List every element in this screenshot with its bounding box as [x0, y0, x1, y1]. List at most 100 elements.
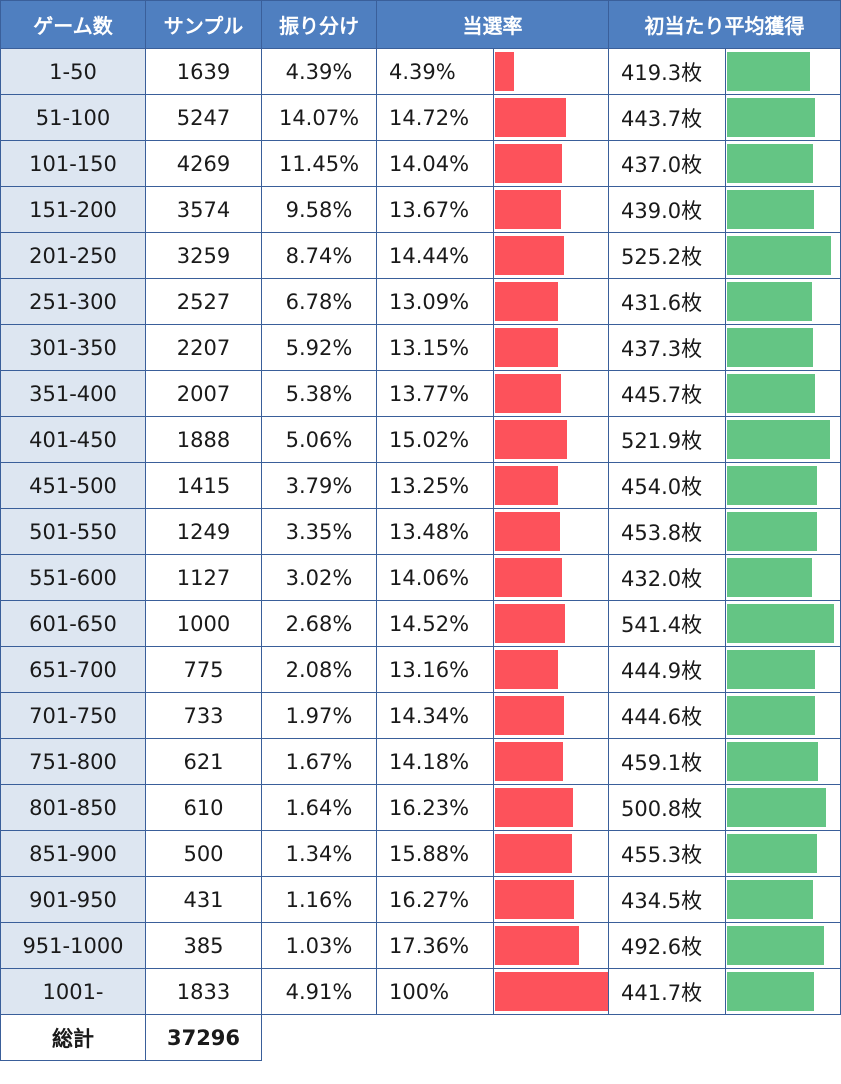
avg-cell: 521.9枚 [608, 416, 726, 463]
range-cell: 451-500 [0, 462, 146, 509]
share-cell: 1.97% [261, 692, 377, 739]
avg-bar [727, 926, 824, 965]
samples-cell: 3259 [145, 232, 262, 279]
rate-cell: 14.34% [376, 692, 494, 739]
avg-bar [727, 328, 813, 367]
share-cell: 11.45% [261, 140, 377, 187]
samples-cell: 431 [145, 876, 262, 923]
rate-bar-cell [493, 738, 609, 785]
avg-cell: 441.7枚 [608, 968, 726, 1015]
avg-bar-cell [725, 324, 841, 371]
avg-bar-cell [725, 186, 841, 233]
rate-bar [495, 650, 558, 689]
header-rate: 当選率 [376, 0, 609, 49]
share-cell: 3.35% [261, 508, 377, 555]
range-cell: 151-200 [0, 186, 146, 233]
avg-bar [727, 420, 830, 459]
rate-bar [495, 190, 561, 229]
samples-cell: 733 [145, 692, 262, 739]
table-row: 1-50 1639 4.39% 4.39% 419.3枚 [0, 48, 841, 95]
table-row: 651-700 775 2.08% 13.16% 444.9枚 [0, 646, 841, 693]
rate-bar-cell [493, 324, 609, 371]
avg-bar-cell [725, 646, 841, 693]
rate-cell: 13.25% [376, 462, 494, 509]
rate-bar-cell [493, 508, 609, 555]
avg-cell: 437.0枚 [608, 140, 726, 187]
avg-cell: 500.8枚 [608, 784, 726, 831]
table-row: 1001- 1833 4.91% 100% 441.7枚 [0, 968, 841, 1015]
share-cell: 1.67% [261, 738, 377, 785]
share-cell: 1.34% [261, 830, 377, 877]
rate-bar-cell [493, 692, 609, 739]
share-cell: 9.58% [261, 186, 377, 233]
rate-bar-cell [493, 646, 609, 693]
range-cell: 651-700 [0, 646, 146, 693]
samples-cell: 2007 [145, 370, 262, 417]
table-row: 201-250 3259 8.74% 14.44% 525.2枚 [0, 232, 841, 279]
avg-bar-cell [725, 830, 841, 877]
samples-cell: 1639 [145, 48, 262, 95]
rate-bar-cell [493, 48, 609, 95]
samples-cell: 2207 [145, 324, 262, 371]
table-row: 951-1000 385 1.03% 17.36% 492.6枚 [0, 922, 841, 969]
share-cell: 1.03% [261, 922, 377, 969]
total-value: 37296 [145, 1014, 262, 1061]
avg-cell: 455.3枚 [608, 830, 726, 877]
avg-cell: 541.4枚 [608, 600, 726, 647]
avg-cell: 443.7枚 [608, 94, 726, 141]
table-row: 51-100 5247 14.07% 14.72% 443.7枚 [0, 94, 841, 141]
avg-bar [727, 466, 817, 505]
avg-bar-cell [725, 278, 841, 325]
rate-bar-cell [493, 830, 609, 877]
table-row: 501-550 1249 3.35% 13.48% 453.8枚 [0, 508, 841, 555]
table-row: 351-400 2007 5.38% 13.77% 445.7枚 [0, 370, 841, 417]
rate-bar [495, 604, 565, 643]
avg-cell: 419.3枚 [608, 48, 726, 95]
avg-cell: 437.3枚 [608, 324, 726, 371]
share-cell: 5.06% [261, 416, 377, 463]
header-samples: サンプル [145, 0, 262, 49]
avg-cell: 454.0枚 [608, 462, 726, 509]
range-cell: 201-250 [0, 232, 146, 279]
rate-cell: 15.02% [376, 416, 494, 463]
table-row: 901-950 431 1.16% 16.27% 434.5枚 [0, 876, 841, 923]
rate-bar [495, 52, 514, 91]
rate-bar-cell [493, 462, 609, 509]
range-cell: 551-600 [0, 554, 146, 601]
range-cell: 401-450 [0, 416, 146, 463]
avg-bar [727, 512, 817, 551]
table-row: 851-900 500 1.34% 15.88% 455.3枚 [0, 830, 841, 877]
rate-bar [495, 236, 564, 275]
rate-cell: 14.04% [376, 140, 494, 187]
rate-bar [495, 926, 579, 965]
avg-cell: 444.6枚 [608, 692, 726, 739]
share-cell: 1.64% [261, 784, 377, 831]
avg-bar [727, 558, 812, 597]
avg-bar [727, 788, 826, 827]
rate-cell: 17.36% [376, 922, 494, 969]
rate-bar [495, 466, 558, 505]
table-row: 801-850 610 1.64% 16.23% 500.8枚 [0, 784, 841, 831]
avg-bar-cell [725, 462, 841, 509]
samples-cell: 610 [145, 784, 262, 831]
rate-cell: 4.39% [376, 48, 494, 95]
rate-cell: 16.23% [376, 784, 494, 831]
range-cell: 1001- [0, 968, 146, 1015]
rate-bar [495, 788, 573, 827]
rate-bar [495, 374, 561, 413]
table-row: 101-150 4269 11.45% 14.04% 437.0枚 [0, 140, 841, 187]
avg-bar-cell [725, 48, 841, 95]
avg-bar [727, 742, 818, 781]
range-cell: 751-800 [0, 738, 146, 785]
share-cell: 14.07% [261, 94, 377, 141]
avg-cell: 444.9枚 [608, 646, 726, 693]
avg-bar-cell [725, 968, 841, 1015]
avg-bar-cell [725, 876, 841, 923]
rate-bar-cell [493, 554, 609, 601]
rate-bar [495, 834, 572, 873]
rate-bar [495, 282, 558, 321]
avg-bar-cell [725, 922, 841, 969]
avg-bar-cell [725, 232, 841, 279]
header-range: ゲーム数 [0, 0, 146, 49]
table-row: 151-200 3574 9.58% 13.67% 439.0枚 [0, 186, 841, 233]
